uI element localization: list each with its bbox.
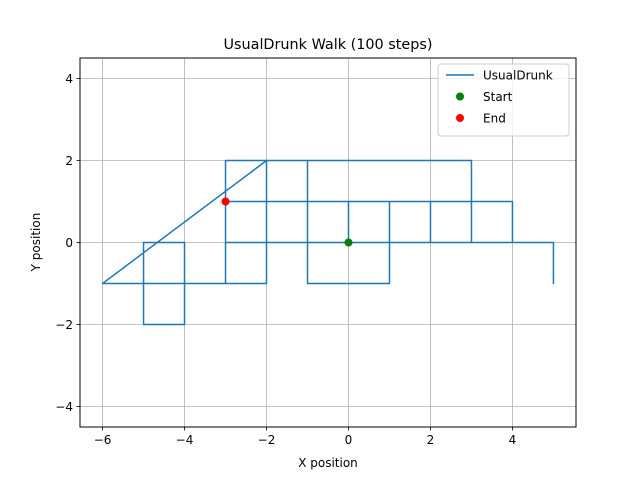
y-tick-label: −4 <box>55 400 73 414</box>
y-tick-label: 4 <box>65 72 73 86</box>
legend-label: End <box>483 112 506 126</box>
x-tick-label: 4 <box>509 433 517 447</box>
legend: UsualDrunk Start End <box>437 63 570 137</box>
legend-label: UsualDrunk <box>483 69 553 83</box>
legend-box <box>437 63 570 137</box>
y-tick-label: −2 <box>55 318 73 332</box>
x-axis-label: X position <box>298 456 358 470</box>
walk-path-line <box>101 159 555 326</box>
start-point <box>344 238 353 247</box>
plot-area <box>101 159 555 326</box>
x-tick-label: −6 <box>94 433 112 447</box>
y-tick-label: 0 <box>65 236 73 250</box>
x-tick-label: −4 <box>176 433 194 447</box>
x-tick-label: −2 <box>258 433 276 447</box>
legend-label: Start <box>483 90 513 104</box>
ticks: −6 −4 −2 0 2 4 −4 −2 0 2 4 <box>55 72 516 447</box>
x-tick-label: 0 <box>345 433 353 447</box>
legend-swatch-marker <box>456 92 464 101</box>
legend-swatch-marker <box>456 114 464 122</box>
y-tick-label: 2 <box>65 154 73 168</box>
x-tick-label: 2 <box>427 433 435 447</box>
y-axis-label: Y position <box>29 213 43 273</box>
end-point <box>221 197 230 206</box>
chart-title: UsualDrunk Walk (100 steps) <box>223 37 432 53</box>
